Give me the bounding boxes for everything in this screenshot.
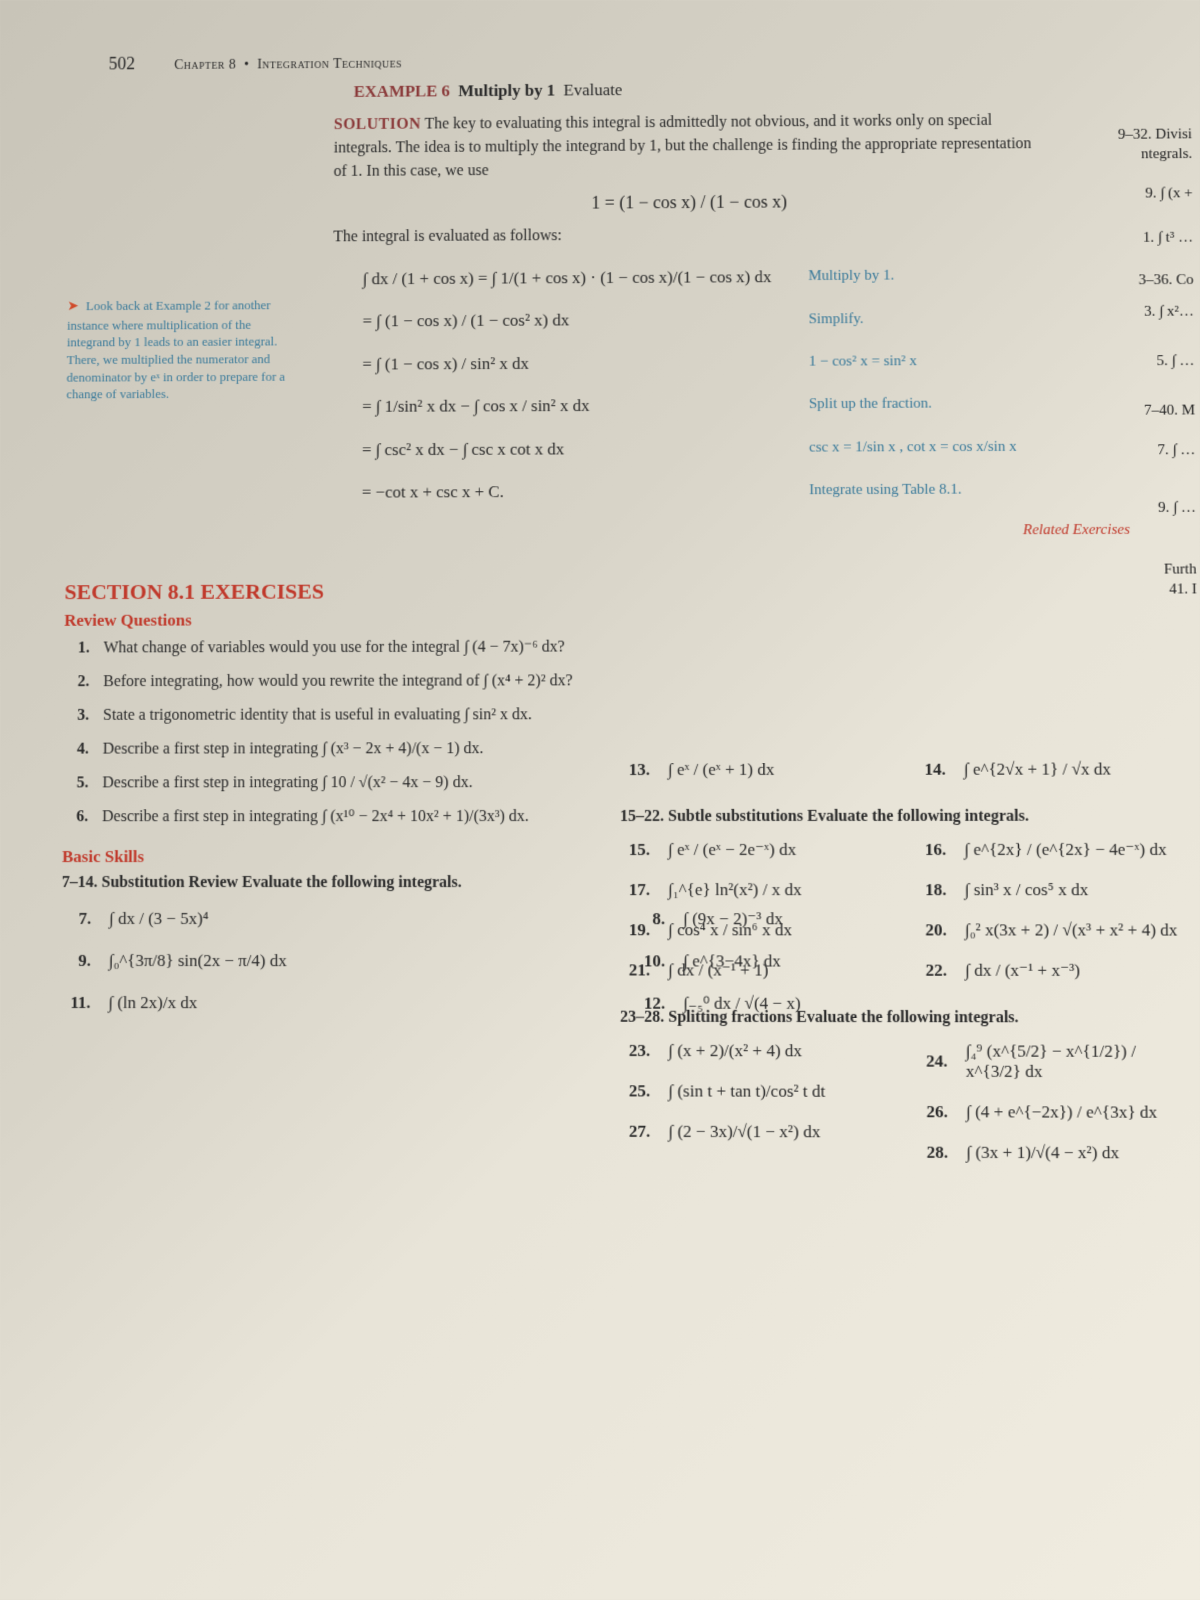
cropped-text: 41. I: [1169, 579, 1197, 600]
subtle-sub-heading: 15–22. Subtle substitutions Evaluate the…: [620, 808, 1183, 826]
margin-note: ➤ Look back at Example 2 for another ins…: [66, 296, 293, 403]
exercise-columns-right: 13.∫ eˣ / (eˣ + 1) dx 14.∫ e^{2√x + 1} /…: [620, 759, 1187, 1183]
page-header: 502 Chapter 8 • Integration Techniques: [109, 46, 1166, 74]
page-number: 502: [109, 54, 136, 75]
example-heading: EXAMPLE 6 Multiply by 1 Evaluate: [354, 77, 1166, 102]
cropped-text: 1. ∫ t³ …: [1143, 228, 1193, 249]
cropped-text: 9. ∫ (x +: [1145, 183, 1193, 204]
chapter-label: Chapter 8 • Integration Techniques: [174, 57, 402, 74]
review-heading: Review Questions: [64, 609, 1171, 631]
cropped-text: 3. ∫ x²…: [1144, 302, 1194, 323]
cropped-text: 3–36. Co: [1138, 270, 1193, 291]
cropped-text: Furth: [1164, 560, 1197, 581]
splitting-fractions-heading: 23–28. Splitting fractions Evaluate the …: [620, 1009, 1185, 1028]
cropped-text: 9. ∫ …: [1158, 498, 1196, 519]
cropped-text: ntegrals.: [1141, 144, 1192, 165]
cropped-text: 9–32. Divisi: [1118, 125, 1192, 146]
cropped-text: 5. ∫ …: [1156, 351, 1194, 372]
cropped-text: 7–40. M: [1144, 401, 1195, 422]
section-title: SECTION 8.1 EXERCISES: [64, 577, 1170, 605]
worked-steps: ∫ dx / (1 + cos x) = ∫ 1/(1 + cos x) · (…: [362, 256, 1171, 549]
arrow-icon: ➤: [67, 299, 79, 314]
solution-text: SOLUTION The key to evaluating this inte…: [333, 109, 1047, 249]
cropped-text: 7. ∫ …: [1157, 440, 1195, 461]
related-exercises: Related Exercises: [362, 514, 1130, 549]
equation-one: 1 = (1 − cos x) / (1 − cos x): [333, 187, 1047, 218]
